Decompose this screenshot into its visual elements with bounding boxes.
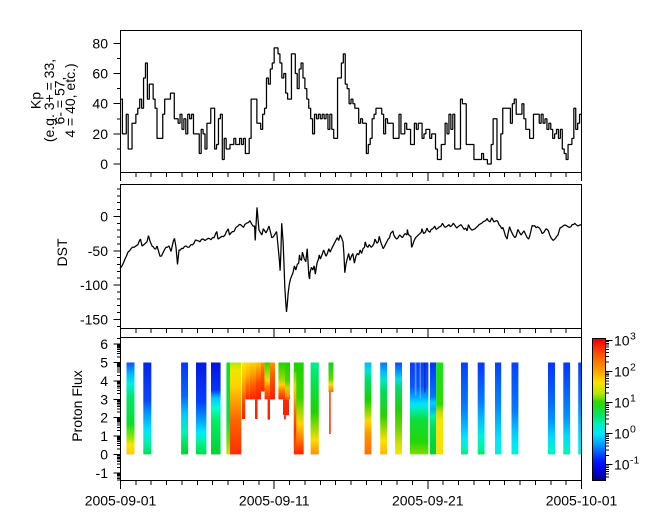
svg-text:3: 3 (100, 391, 108, 407)
svg-text:(e.g. 3+ = 33,: (e.g. 3+ = 33, (41, 59, 57, 142)
svg-text:0: 0 (100, 446, 108, 462)
svg-text:2005-10-01: 2005-10-01 (546, 493, 618, 509)
svg-text:Proton Flux: Proton Flux (69, 370, 85, 442)
svg-text:-1: -1 (630, 455, 639, 467)
svg-text:10: 10 (614, 457, 630, 473)
svg-text:-100: -100 (80, 277, 108, 293)
svg-text:-150: -150 (80, 312, 108, 328)
svg-text:2005-09-21: 2005-09-21 (392, 493, 464, 509)
svg-text:10: 10 (614, 363, 630, 379)
svg-text:Kp: Kp (28, 92, 44, 109)
svg-text:2005-09-01: 2005-09-01 (85, 493, 157, 509)
svg-text:0: 0 (100, 156, 108, 172)
svg-text:4: 4 (100, 373, 108, 389)
svg-text:2005-09-11: 2005-09-11 (239, 493, 310, 509)
svg-text:3: 3 (630, 330, 636, 342)
svg-text:2: 2 (630, 361, 636, 373)
svg-text:1: 1 (630, 393, 636, 405)
svg-text:6: 6 (100, 336, 108, 352)
svg-text:6- = 57,: 6- = 57, (52, 77, 68, 125)
svg-text:10: 10 (614, 426, 630, 442)
svg-text:-50: -50 (88, 243, 108, 259)
svg-text:10: 10 (614, 395, 630, 411)
svg-text:40: 40 (92, 96, 108, 112)
svg-text:DST: DST (54, 238, 70, 266)
svg-text:10: 10 (614, 332, 630, 348)
svg-text:5: 5 (100, 355, 108, 371)
svg-text:20: 20 (92, 126, 108, 142)
svg-text:0: 0 (100, 208, 108, 224)
svg-text:-1: -1 (96, 465, 109, 481)
svg-text:2: 2 (100, 410, 108, 426)
svg-text:80: 80 (92, 35, 108, 51)
svg-text:60: 60 (92, 66, 108, 82)
svg-text:0: 0 (630, 424, 636, 436)
svg-text:1: 1 (100, 428, 108, 444)
svg-text:4 = 40, etc.): 4 = 40, etc.) (62, 63, 78, 137)
